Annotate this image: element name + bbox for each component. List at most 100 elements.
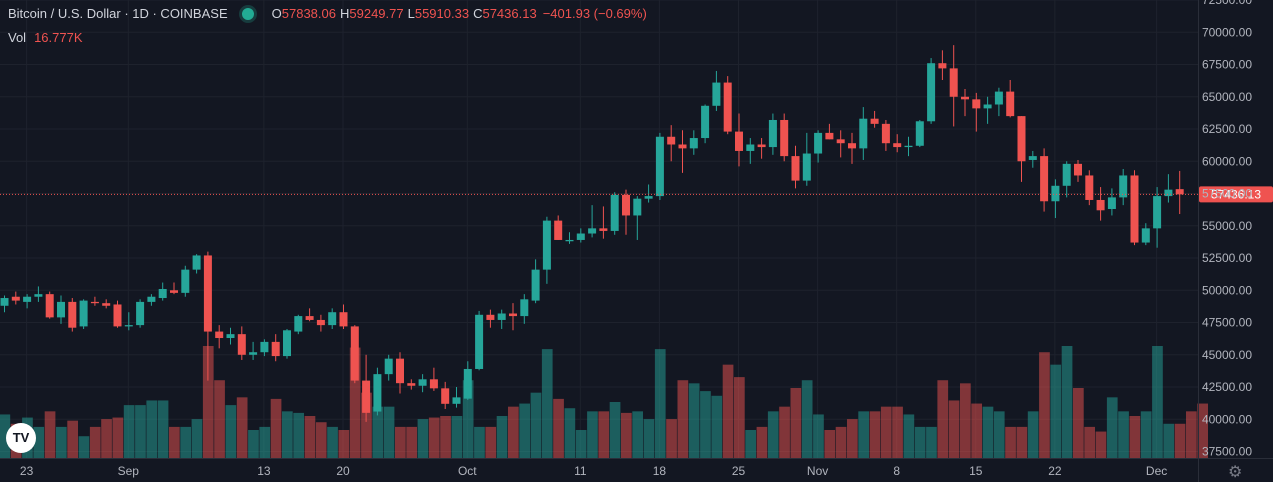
candle (90, 296, 99, 306)
candle (712, 70, 721, 111)
candle-body (1175, 189, 1184, 195)
time-axis: 23 Sep 13 20 Oct 11 18 25 Nov 8 15 22 Dec (0, 458, 1273, 478)
candle-body (588, 228, 597, 234)
x-tick-label: 11 (574, 464, 587, 478)
volume-bar (914, 426, 926, 458)
volume-bar (1163, 423, 1175, 458)
volume-bar (541, 349, 553, 458)
candle-body (520, 299, 529, 317)
candle-body (509, 313, 517, 317)
candle-body (983, 104, 992, 109)
candle-body (610, 194, 619, 231)
candle-body (249, 352, 258, 355)
candle (316, 314, 325, 332)
candle (1164, 174, 1173, 203)
volume-bar (960, 383, 971, 458)
candle (158, 282, 167, 301)
volume-bar (508, 406, 519, 458)
candle (226, 327, 235, 345)
last-price-line: 57436.13 (0, 186, 1273, 203)
volume-bar (89, 426, 101, 458)
candle (237, 326, 246, 360)
volume-bar (202, 346, 214, 458)
candle-body (294, 316, 303, 332)
candle (791, 145, 800, 189)
candle-body (339, 312, 348, 327)
candle (633, 196, 642, 240)
candle-body (283, 330, 291, 357)
candle (554, 215, 563, 240)
candle (542, 216, 551, 284)
volume-bar (632, 411, 643, 458)
high-value: 59249.77 (349, 6, 404, 21)
candle (565, 232, 574, 244)
volume-bar (1174, 423, 1186, 458)
volume-bar (282, 411, 293, 458)
gear-icon[interactable]: ⚙ (1228, 464, 1243, 481)
volume-bar (688, 383, 700, 458)
volume-bar (315, 422, 327, 458)
volume-bar (293, 412, 304, 458)
volume-value: 16.777K (34, 30, 83, 45)
candle-body (497, 313, 506, 320)
candle-body (1040, 156, 1049, 202)
candle (1028, 150, 1037, 168)
x-tick-label: 15 (969, 464, 983, 478)
volume-bar (146, 400, 158, 458)
candle-body (384, 358, 393, 375)
volume-bar (56, 426, 67, 458)
volume-bar (349, 347, 361, 458)
candle (11, 291, 20, 305)
candle-body (814, 132, 823, 154)
y-tick-label: 70000.00 (1202, 25, 1252, 39)
volume-bar (1016, 426, 1028, 458)
x-tick-label: Sep (118, 464, 140, 478)
volume-bar (440, 416, 451, 458)
candle-body (203, 255, 212, 332)
volume-bar (361, 392, 372, 458)
volume-bar (1050, 364, 1062, 458)
candle (723, 76, 732, 135)
x-tick-label: 18 (653, 464, 667, 478)
candle-body (34, 294, 43, 297)
x-tick-label: 25 (732, 464, 746, 478)
candle (870, 110, 879, 128)
volume-bars (0, 346, 1208, 458)
candle-body (350, 326, 359, 381)
candle-body (712, 82, 721, 106)
candle-body (441, 388, 450, 404)
volume-bar (575, 430, 587, 458)
volume-bar (135, 405, 146, 458)
y-tick-label: 42500.00 (1202, 380, 1252, 394)
symbol-title: Bitcoin / U.S. Dollar · 1D · COINBASE (8, 6, 228, 21)
candle-body (418, 379, 427, 386)
volume-bar (191, 419, 203, 458)
candle (396, 352, 404, 394)
candle (678, 130, 687, 173)
market-status-dot[interactable] (241, 7, 254, 20)
volume-bar (801, 380, 813, 458)
candle (1006, 79, 1015, 118)
candle-body (859, 118, 868, 149)
candle-body (1141, 228, 1150, 243)
candle (949, 45, 958, 127)
candle-body (1074, 163, 1082, 176)
candle-body (226, 334, 235, 339)
volume-bar (248, 430, 259, 458)
candle (260, 339, 269, 357)
tradingview-logo[interactable]: TV (6, 423, 36, 453)
candle (802, 132, 811, 186)
candle (384, 354, 393, 381)
candle (181, 265, 190, 297)
candle-body (305, 316, 314, 320)
candle (701, 104, 710, 144)
candle (588, 205, 597, 238)
volume-bar (1197, 403, 1208, 458)
candle (441, 381, 450, 409)
candle-body (373, 374, 382, 412)
volume-bar (1084, 426, 1095, 458)
volume-bar (982, 406, 994, 458)
candle-body (780, 119, 789, 157)
